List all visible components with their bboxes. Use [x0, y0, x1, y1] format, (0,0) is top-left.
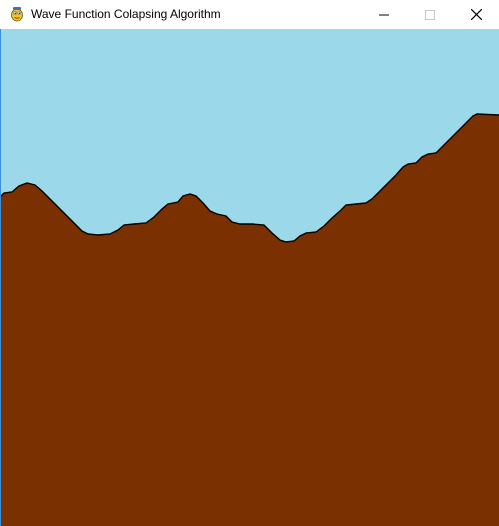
game-canvas[interactable] [0, 29, 499, 526]
terrain [0, 114, 499, 526]
window-border-left [0, 29, 1, 526]
minimize-button[interactable] [361, 0, 407, 29]
close-button[interactable] [453, 0, 499, 29]
terrain-outline [0, 113, 499, 243]
close-icon [470, 9, 482, 20]
minimize-icon [379, 14, 389, 15]
title-bar[interactable]: Wave Function Colapsing Algorithm [0, 0, 499, 29]
maximize-icon [425, 9, 435, 20]
window-title: Wave Function Colapsing Algorithm [31, 7, 221, 21]
pygame-snake-icon [11, 7, 23, 22]
maximize-button[interactable] [407, 0, 453, 29]
